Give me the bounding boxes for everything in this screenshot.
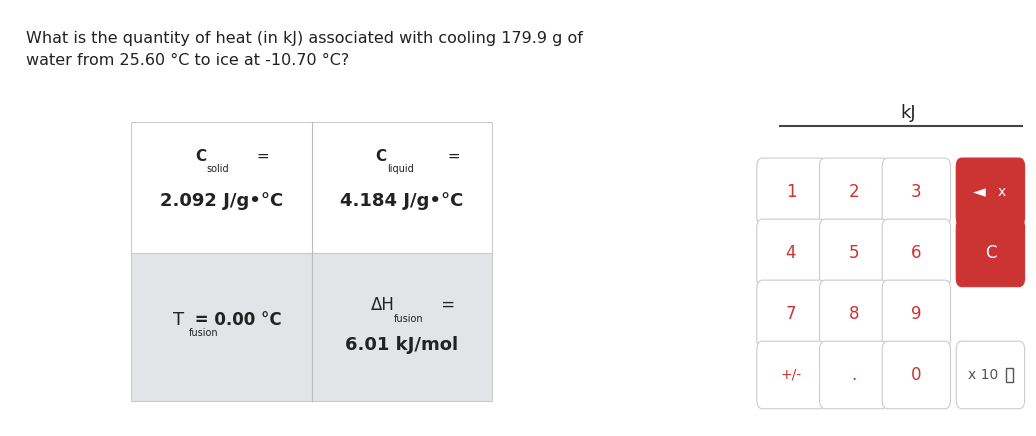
FancyBboxPatch shape <box>956 341 1025 409</box>
Text: x 10: x 10 <box>968 368 998 382</box>
Text: 3: 3 <box>911 183 922 201</box>
Bar <box>132 122 492 253</box>
Text: C: C <box>196 149 206 164</box>
Text: What is the quantity of heat (in kJ) associated with cooling 179.9 g of
water fr: What is the quantity of heat (in kJ) ass… <box>26 31 583 68</box>
FancyBboxPatch shape <box>756 158 825 226</box>
FancyBboxPatch shape <box>883 280 951 348</box>
FancyBboxPatch shape <box>883 341 951 409</box>
Text: C: C <box>984 244 997 262</box>
Text: 6.01 kJ/mol: 6.01 kJ/mol <box>345 336 458 354</box>
Text: 7: 7 <box>785 305 797 323</box>
Text: ◄: ◄ <box>973 183 985 201</box>
Text: fusion: fusion <box>190 328 219 338</box>
Text: =: = <box>443 149 461 164</box>
Bar <box>132 253 492 401</box>
Text: =: = <box>436 296 455 313</box>
Text: 0: 0 <box>911 366 922 384</box>
Text: 2.092 J/g•°C: 2.092 J/g•°C <box>160 192 283 210</box>
FancyBboxPatch shape <box>956 158 1025 226</box>
Text: ΔH: ΔH <box>371 296 395 313</box>
Text: solid: solid <box>206 164 229 174</box>
Text: x: x <box>998 185 1006 199</box>
FancyBboxPatch shape <box>883 219 951 287</box>
Text: fusion: fusion <box>395 314 424 324</box>
Text: C: C <box>376 149 386 164</box>
Bar <box>1006 368 1013 382</box>
Text: 4: 4 <box>785 244 797 262</box>
Text: 8: 8 <box>848 305 859 323</box>
Text: 2: 2 <box>848 183 859 201</box>
FancyBboxPatch shape <box>819 280 888 348</box>
Text: T: T <box>173 311 183 329</box>
FancyBboxPatch shape <box>756 219 825 287</box>
Text: 9: 9 <box>911 305 922 323</box>
Text: =: = <box>252 149 269 164</box>
FancyBboxPatch shape <box>956 219 1025 287</box>
Text: 6: 6 <box>911 244 922 262</box>
Text: kJ: kJ <box>900 104 916 122</box>
FancyBboxPatch shape <box>756 341 825 409</box>
FancyBboxPatch shape <box>819 341 888 409</box>
FancyBboxPatch shape <box>819 158 888 226</box>
Text: +/-: +/- <box>780 368 802 382</box>
Bar <box>132 253 492 401</box>
Bar <box>132 122 492 253</box>
Text: liquid: liquid <box>386 164 413 174</box>
Text: = 0.00 °C: = 0.00 °C <box>190 311 282 329</box>
Text: 1: 1 <box>785 183 797 201</box>
FancyBboxPatch shape <box>756 280 825 348</box>
Text: .: . <box>851 366 857 384</box>
FancyBboxPatch shape <box>819 219 888 287</box>
FancyBboxPatch shape <box>883 158 951 226</box>
Text: 5: 5 <box>848 244 859 262</box>
Text: 4.184 J/g•°C: 4.184 J/g•°C <box>340 192 463 210</box>
